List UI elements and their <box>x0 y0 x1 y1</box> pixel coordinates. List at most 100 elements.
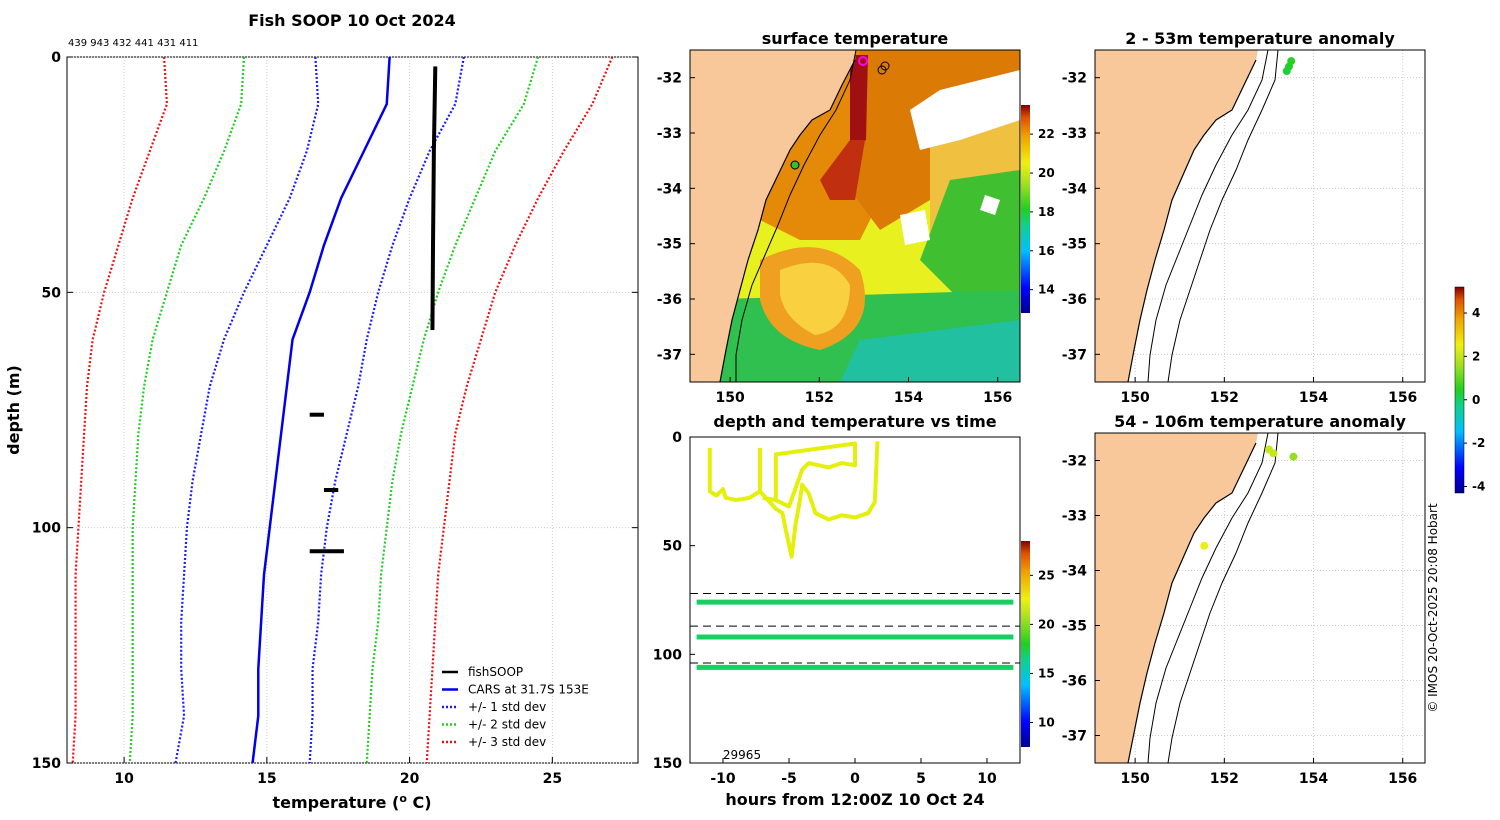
colorbar-tick-label: 25 <box>1038 568 1055 582</box>
colorbar-tick-label: 15 <box>1038 666 1055 680</box>
map-xtick-label: 154 <box>1299 390 1328 406</box>
map-ytick-label: -32 <box>1062 454 1087 470</box>
profile-xlabel: temperature (o C) <box>272 792 431 812</box>
depth-time-title: depth and temperature vs time <box>713 412 996 431</box>
profile-xtick-label: 15 <box>257 771 276 787</box>
profile-ytick-label: 50 <box>42 285 62 301</box>
anomaly-shallow-points <box>1282 57 1296 76</box>
profile-ytick-label: 0 <box>51 50 61 66</box>
map-xtick-label: 156 <box>1388 771 1417 787</box>
profile-series-line <box>251 57 391 763</box>
map-xtick-label: 156 <box>983 390 1012 406</box>
anomaly-point <box>1200 541 1209 550</box>
map-xtick-label: 150 <box>1121 771 1150 787</box>
legend-label: fishSOOP <box>468 665 523 679</box>
profile-series-line <box>365 57 540 763</box>
map-ytick-label: -37 <box>1062 347 1087 363</box>
profile-series-line <box>174 57 320 763</box>
depth-time-colorbar-ticks: 10 15 20 25 <box>1030 568 1055 729</box>
dt-xtick-label: 0 <box>850 771 860 787</box>
dt-surface-trace <box>707 447 762 503</box>
map-ytick-label: -36 <box>657 292 682 308</box>
map-xtick-label: 156 <box>1388 390 1417 406</box>
profile-series-line <box>71 57 169 763</box>
map-ytick-label: -37 <box>1062 729 1087 745</box>
profile-ticks: 10 15 20 25 0 50 100 150 <box>32 50 638 787</box>
colorbar-tick-label: 2 <box>1472 349 1480 363</box>
map-xtick-label: 154 <box>1299 771 1328 787</box>
anomaly-shallow-ticks: 150 152 154 156 -32 -33 -34 -35 -36 -37 <box>1062 71 1418 406</box>
profile-xtick-label: 10 <box>114 771 134 787</box>
map-ytick-label: -35 <box>1062 619 1087 635</box>
profile-chart: Fish SOOP 10 Oct 2024 439 943 432 441 43… <box>4 11 639 812</box>
map-xtick-label: 154 <box>894 390 923 406</box>
map-ytick-label: -34 <box>1062 564 1088 580</box>
profile-series-line <box>425 57 614 763</box>
sst-map: surface temperature 150 152 154 156 -32 -33 -3… <box>657 29 1055 406</box>
colorbar-tick-label: 0 <box>1472 393 1480 407</box>
map-ytick-label: -36 <box>1062 292 1087 308</box>
map-ytick-label: -32 <box>657 71 682 87</box>
dt-xtick-label: -5 <box>781 771 797 787</box>
anomaly-map-deep: 54 - 106m temperature anomaly 150 152 154 1… <box>1062 412 1426 788</box>
anomaly-point <box>1282 67 1291 76</box>
colorbar-tick-label: -2 <box>1472 436 1485 450</box>
dt-axes-frame <box>689 436 1021 764</box>
profile-title: Fish SOOP 10 Oct 2024 <box>248 11 456 30</box>
colorbar-tick-label: 16 <box>1038 244 1055 258</box>
profile-ytick-label: 100 <box>32 521 61 537</box>
colorbar-tick-label: 10 <box>1038 715 1055 729</box>
depth-time-series <box>690 441 1020 670</box>
dt-ytick-label: 150 <box>653 756 682 772</box>
map-xtick-label: 152 <box>805 390 834 406</box>
anomaly-shallow-title: 2 - 53m temperature anomaly <box>1125 29 1395 48</box>
dt-xtick-label: 5 <box>916 771 926 787</box>
sst-ticks: 150 152 154 156 -32 -33 -34 -35 -36 -37 <box>657 71 1013 406</box>
sst-colorbar <box>1021 105 1030 313</box>
map-ytick-label: -34 <box>657 181 683 197</box>
profile-ylabel: depth (m) <box>4 365 23 455</box>
legend-label: +/- 2 std dev <box>468 718 546 732</box>
colorbar-tick-label: -4 <box>1472 479 1485 493</box>
depth-time-chart: depth and temperature vs time -10 -5 0 5 10 0… <box>653 412 1055 809</box>
anomaly-deep-ticks: 150 152 154 156 -32 -33 -34 -35 -36 -37 <box>1062 454 1418 788</box>
colorbar-tick-label: 18 <box>1038 205 1055 219</box>
map-xtick-label: 150 <box>1121 390 1150 406</box>
map-xtick-label: 152 <box>1210 771 1239 787</box>
anomaly-deep-points <box>1200 445 1298 550</box>
map-xtick-label: 152 <box>1210 390 1239 406</box>
anomaly-map-shallow: 2 - 53m temperature anomaly 150 152 154 156… <box>1062 29 1426 406</box>
map-ytick-label: -33 <box>1062 509 1087 525</box>
map-ytick-label: -37 <box>657 347 682 363</box>
anomaly-colorbar: -4 -2 0 2 4 <box>1454 286 1485 493</box>
dt-ytick-label: 0 <box>672 430 682 446</box>
map-ytick-label: -36 <box>1062 674 1087 690</box>
depth-time-colorbar <box>1021 541 1030 747</box>
depth-time-xlabel: hours from 12:00Z 10 Oct 24 <box>725 790 984 809</box>
sst-colorbar-ticks: 14 16 18 20 22 <box>1030 127 1055 297</box>
profile-xtick-label: 20 <box>400 771 420 787</box>
fishsoop-profile-line <box>430 66 438 331</box>
colorbar-tick-label: 22 <box>1038 127 1055 141</box>
profile-series <box>71 57 614 763</box>
map-ytick-label: -35 <box>657 237 682 253</box>
profile-xtick-label: 25 <box>543 771 562 787</box>
anomaly-deep-title: 54 - 106m temperature anomaly <box>1114 412 1406 431</box>
colorbar-tick-label: 20 <box>1038 166 1055 180</box>
anomaly-colorbar-ticks: -4 -2 0 2 4 <box>1464 306 1485 493</box>
legend-label: CARS at 31.7S 153E <box>468 683 589 697</box>
map-xtick-label: 150 <box>716 390 745 406</box>
legend-label: +/- 3 std dev <box>468 735 546 749</box>
dt-ytick-label: 50 <box>663 539 683 555</box>
dt-xtick-label: -10 <box>710 771 736 787</box>
profile-subtitle: 439 943 432 441 431 411 <box>68 38 198 49</box>
sst-field <box>690 50 1020 382</box>
profile-ytick-label: 150 <box>32 756 61 772</box>
sst-title: surface temperature <box>762 29 949 48</box>
dt-xtick-label: 10 <box>977 771 997 787</box>
credit-text: © IMOS 20-Oct-2025 20:08 Hobart <box>1426 503 1440 713</box>
profile-legend: fishSOOP CARS at 31.7S 153E +/- 1 std dev +… <box>442 665 589 749</box>
anomaly-point <box>1289 452 1298 461</box>
